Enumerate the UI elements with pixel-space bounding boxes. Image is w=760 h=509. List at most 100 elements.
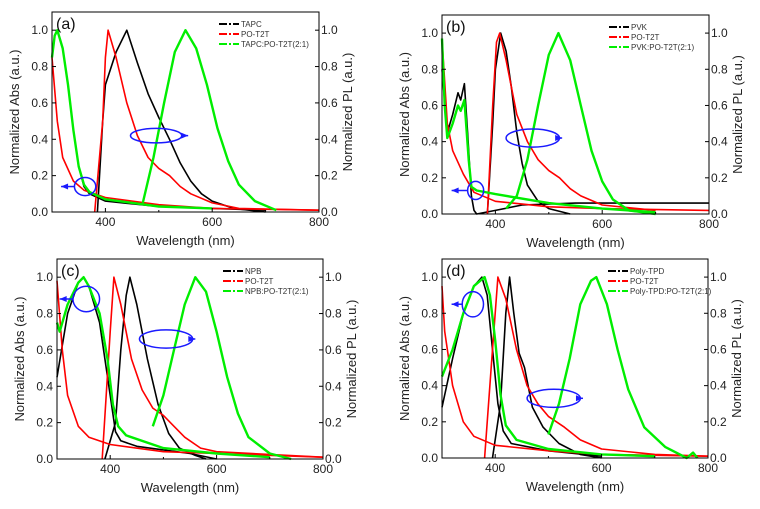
series-pl-line [486,32,571,215]
y-left-tick-label: 0.6 [421,98,438,112]
x-tick-label: 400 [485,461,505,475]
legend-label: PO-T2T [245,277,274,286]
legend-label: NPB:PO-T2T(2:1) [245,287,309,296]
y-right-tick-label: 0.6 [321,96,338,110]
panel-label: (a) [56,16,76,33]
series-pl-line [491,276,602,459]
y-left-tick-label: 0.6 [36,343,53,357]
y-right-tick-label: 0.4 [710,379,727,393]
y-right-tick-label: 0.8 [325,307,342,321]
y-right-tick-label: 0.8 [710,306,727,320]
x-tick-label: 600 [207,462,227,476]
y-axis-label-left: Normalized Abs (a.u.) [397,296,412,421]
series-abs-line [55,276,270,459]
x-tick-label: 600 [592,217,612,231]
plot-frame [51,11,320,213]
y-right-tick-label: 0.6 [325,343,342,357]
y-axis-label-left: Normalized Abs (a.u.) [12,297,27,422]
panel-label: (b) [446,19,466,36]
series-pl-line [486,32,656,215]
y-right-tick-label: 1.0 [325,270,342,284]
y-left-tick-label: 0.0 [36,452,53,466]
y-left-tick-label: 1.0 [421,270,438,284]
y-left-tick-label: 0.8 [31,60,48,74]
x-tick-label: 400 [485,217,505,231]
arrowhead-icon [555,135,563,142]
y-left-tick-label: 0.8 [421,62,438,76]
legend-label: PVK:PO-T2T(2:1) [631,43,694,52]
legend-label: PO-T2T [241,30,270,39]
plot-frame [441,14,710,215]
series-pl-line [483,276,709,459]
x-axis-label: Wavelength (nm) [141,480,240,495]
series-abs-line [440,275,655,458]
y-right-tick-label: 0.0 [321,205,338,219]
panel-label: (d) [446,263,466,280]
y-left-tick-label: 0.0 [421,207,438,221]
y-axis-label-right: Normalized PL (a.u.) [730,55,745,174]
y-right-tick-label: 0.0 [325,452,342,466]
y-right-tick-label: 0.2 [321,169,338,183]
arrowhead-icon [61,183,69,190]
y-left-tick-label: 0.2 [31,169,48,183]
panel-label: (c) [61,263,80,280]
x-axis-label: Wavelength (nm) [136,233,235,248]
y-left-tick-label: 0.8 [36,307,53,321]
y-left-tick-label: 0.6 [31,96,48,110]
annotation-ellipse [138,329,194,349]
y-right-tick-label: 0.4 [325,379,342,393]
x-tick-label: 800 [698,461,718,475]
legend-label: PVK [631,23,648,32]
y-left-tick-label: 1.0 [421,26,438,40]
y-axis-label-left: Normalized Abs (a.u.) [397,52,412,177]
y-right-tick-label: 0.2 [711,171,728,185]
y-left-tick-label: 0.4 [36,379,53,393]
annotation-ellipse [72,285,101,313]
y-right-tick-label: 0.6 [711,98,728,112]
y-axis-label-left: Normalized Abs (a.u.) [7,50,22,175]
y-left-tick-label: 0.2 [36,416,53,430]
series-abs-line [51,57,320,211]
series-pl-line [141,29,277,212]
x-tick-label: 400 [95,215,115,229]
legend-label: PO-T2T [630,277,659,286]
series-abs-line [50,29,213,210]
x-tick-label: 800 [313,462,333,476]
arrowhead-icon [575,395,583,402]
y-right-tick-label: 1.0 [321,23,338,37]
y-right-tick-label: 0.8 [321,60,338,74]
y-axis-label-right: Normalized PL (a.u.) [729,299,744,418]
x-tick-label: 600 [592,461,612,475]
legend-label: TAPC:PO-T2T(2:1) [241,40,309,49]
legend-label: Poly-TPD:PO-T2T(2:1) [630,287,712,296]
y-right-tick-label: 0.6 [710,342,727,356]
y-right-tick-label: 0.4 [711,135,728,149]
y-left-tick-label: 0.4 [31,132,48,146]
x-tick-label: 800 [699,217,719,231]
arrowhead-icon [181,132,189,139]
y-right-tick-label: 1.0 [710,270,727,284]
y-right-tick-label: 1.0 [711,26,728,40]
y-left-tick-label: 1.0 [31,23,48,37]
y-left-tick-label: 0.4 [421,379,438,393]
series-pl-line [96,29,266,213]
y-right-tick-label: 0.8 [711,62,728,76]
series-pl-line [151,276,292,461]
x-tick-label: 800 [309,215,329,229]
plot-frame [441,258,709,459]
arrowhead-icon [188,336,196,342]
arrowhead-icon [451,187,459,194]
legend-label: TAPC [241,20,262,29]
annotation-ellipse [461,290,485,318]
y-right-tick-label: 0.2 [710,415,727,429]
legend-label: PO-T2T [631,33,660,42]
y-axis-label-right: Normalized PL (a.u.) [344,300,359,419]
y-left-tick-label: 0.2 [421,415,438,429]
x-axis-label: Wavelength (nm) [526,235,625,250]
y-right-tick-label: 0.0 [711,207,728,221]
plot-frame [56,258,324,460]
x-axis-label: Wavelength (nm) [526,479,625,494]
